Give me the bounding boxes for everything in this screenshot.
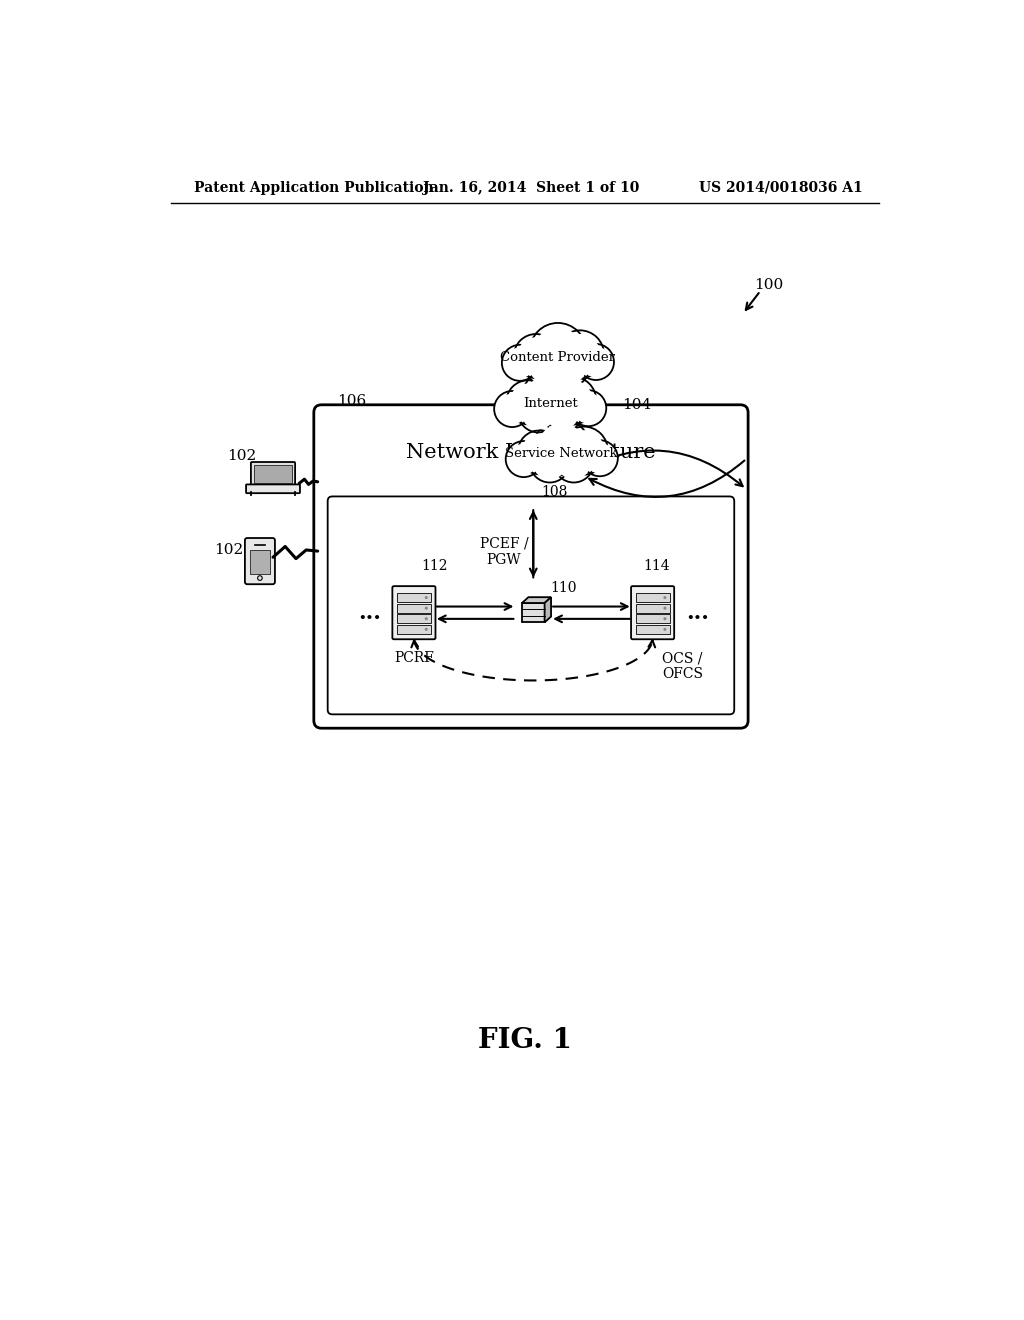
Circle shape bbox=[535, 327, 582, 375]
Bar bbox=[254, 466, 292, 483]
Text: FIG. 1: FIG. 1 bbox=[478, 1027, 571, 1053]
Circle shape bbox=[585, 444, 615, 474]
Bar bbox=[636, 614, 670, 623]
Circle shape bbox=[425, 628, 428, 631]
Circle shape bbox=[526, 374, 574, 421]
Text: Service Network: Service Network bbox=[506, 446, 618, 459]
FancyBboxPatch shape bbox=[246, 484, 300, 494]
Text: ...: ... bbox=[357, 602, 381, 624]
Text: Jan. 16, 2014  Sheet 1 of 10: Jan. 16, 2014 Sheet 1 of 10 bbox=[423, 181, 640, 194]
Circle shape bbox=[425, 618, 428, 620]
Circle shape bbox=[502, 345, 538, 381]
Circle shape bbox=[554, 442, 594, 483]
Text: Internet: Internet bbox=[523, 397, 578, 409]
FancyBboxPatch shape bbox=[251, 462, 295, 486]
Text: Content Provider: Content Provider bbox=[501, 351, 615, 363]
Bar bbox=[250, 549, 269, 574]
Circle shape bbox=[557, 445, 591, 479]
Circle shape bbox=[582, 441, 617, 477]
Circle shape bbox=[529, 323, 586, 379]
Circle shape bbox=[526, 346, 566, 387]
Polygon shape bbox=[522, 597, 551, 603]
Text: 102: 102 bbox=[226, 449, 256, 463]
Text: 100: 100 bbox=[755, 279, 783, 293]
Text: OCS /
OFCS: OCS / OFCS bbox=[662, 651, 702, 681]
Circle shape bbox=[506, 441, 542, 477]
Circle shape bbox=[563, 430, 604, 471]
Circle shape bbox=[514, 334, 558, 378]
Circle shape bbox=[559, 334, 600, 375]
Circle shape bbox=[529, 442, 569, 483]
Text: 106: 106 bbox=[337, 393, 367, 408]
Bar bbox=[397, 603, 431, 612]
Bar bbox=[397, 593, 431, 602]
Circle shape bbox=[505, 347, 536, 378]
Circle shape bbox=[521, 433, 558, 471]
Bar bbox=[636, 624, 670, 634]
Circle shape bbox=[553, 350, 587, 383]
Circle shape bbox=[528, 350, 563, 383]
Circle shape bbox=[581, 347, 611, 378]
FancyBboxPatch shape bbox=[392, 586, 435, 639]
Circle shape bbox=[542, 392, 583, 433]
FancyBboxPatch shape bbox=[328, 496, 734, 714]
FancyBboxPatch shape bbox=[313, 405, 749, 729]
Circle shape bbox=[532, 445, 566, 479]
Text: 102: 102 bbox=[214, 543, 243, 557]
Circle shape bbox=[570, 391, 606, 426]
Circle shape bbox=[545, 396, 580, 429]
Circle shape bbox=[550, 346, 590, 387]
Text: Network Infrastructure: Network Infrastructure bbox=[407, 444, 655, 462]
Circle shape bbox=[556, 330, 604, 379]
Circle shape bbox=[517, 338, 555, 375]
Circle shape bbox=[518, 430, 562, 474]
Bar bbox=[636, 603, 670, 612]
Text: 104: 104 bbox=[622, 397, 651, 412]
Circle shape bbox=[425, 607, 428, 610]
Text: PCEF /
PGW: PCEF / PGW bbox=[479, 536, 528, 566]
Text: Patent Application Publication: Patent Application Publication bbox=[195, 181, 434, 194]
Circle shape bbox=[560, 426, 608, 475]
Circle shape bbox=[664, 607, 667, 610]
Circle shape bbox=[538, 424, 586, 471]
FancyBboxPatch shape bbox=[522, 603, 545, 623]
FancyBboxPatch shape bbox=[245, 539, 274, 585]
Circle shape bbox=[495, 391, 530, 428]
Circle shape bbox=[425, 597, 428, 599]
Text: 110: 110 bbox=[550, 581, 577, 595]
Circle shape bbox=[664, 597, 667, 599]
Circle shape bbox=[552, 380, 593, 421]
Text: ...: ... bbox=[686, 602, 709, 624]
Circle shape bbox=[548, 376, 596, 425]
Circle shape bbox=[521, 396, 555, 429]
Polygon shape bbox=[545, 597, 551, 623]
Circle shape bbox=[664, 628, 667, 631]
Bar bbox=[397, 614, 431, 623]
Circle shape bbox=[510, 384, 547, 421]
Circle shape bbox=[497, 393, 527, 424]
Circle shape bbox=[664, 618, 667, 620]
Circle shape bbox=[508, 444, 539, 474]
Circle shape bbox=[578, 345, 614, 380]
Circle shape bbox=[506, 380, 550, 424]
Text: PCRF: PCRF bbox=[394, 651, 434, 665]
Text: 114: 114 bbox=[643, 558, 670, 573]
Text: 112: 112 bbox=[422, 558, 449, 573]
Bar bbox=[397, 624, 431, 634]
Circle shape bbox=[518, 392, 558, 433]
FancyBboxPatch shape bbox=[631, 586, 674, 639]
Bar bbox=[636, 593, 670, 602]
Circle shape bbox=[522, 370, 579, 425]
Text: 108: 108 bbox=[541, 484, 567, 499]
Circle shape bbox=[573, 393, 603, 424]
Text: US 2014/0018036 A1: US 2014/0018036 A1 bbox=[698, 181, 862, 194]
Circle shape bbox=[534, 420, 590, 475]
